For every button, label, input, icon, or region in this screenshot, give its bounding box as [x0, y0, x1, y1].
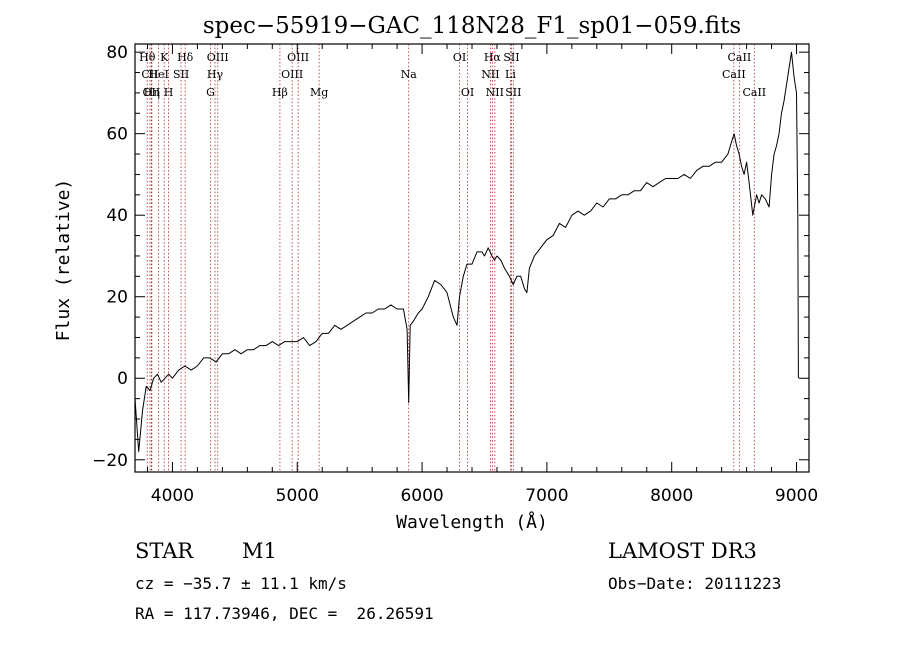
line-label-8: Hδ: [177, 51, 194, 64]
line-label-11: OIII: [207, 51, 229, 64]
line-label-9: G: [206, 86, 215, 99]
line-label-12: Hβ: [272, 86, 288, 99]
line-label-20: Hα: [484, 51, 502, 64]
y-axis-label: Flux (relative): [53, 179, 74, 342]
line-label-25: CaII: [722, 68, 746, 81]
spectrum-line: [134, 51, 799, 453]
plot-frame: [134, 43, 810, 473]
line-label-6: H: [164, 86, 174, 99]
x-tick-label-2: 6000: [400, 486, 443, 506]
line-label-16: Na: [401, 68, 418, 81]
object-subclass: M1: [242, 539, 277, 563]
line-label-21: NII: [486, 86, 504, 99]
line-label-19: NII: [481, 68, 499, 81]
line-label-18: OI: [461, 86, 474, 99]
y-tick-label-0: −20: [92, 451, 128, 471]
line-label-13: OIII: [281, 68, 303, 81]
chart-title: spec−55919−GAC_118N28_F1_sp01−059.fits: [203, 13, 741, 39]
line-label-22: Li: [505, 68, 516, 81]
x-tick-label-4: 8000: [650, 486, 693, 506]
y-tick-label-2: 20: [106, 288, 128, 308]
coordinates: RA = 117.73946, DEC = 26.26591: [135, 604, 434, 623]
y-tick-label-1: 0: [117, 369, 128, 389]
object-class: STAR: [135, 539, 194, 563]
x-tick-label-3: 7000: [525, 486, 568, 506]
line-label-15: Mg: [310, 86, 328, 99]
x-axis-label: Wavelength (Å): [396, 511, 548, 533]
line-label-17: OI: [453, 51, 466, 64]
x-tick-label-5: 9000: [775, 486, 818, 506]
line-label-4: HeI: [148, 68, 168, 81]
line-label-7: SII: [173, 68, 189, 81]
line-label-5: K: [160, 51, 169, 64]
observation-date: Obs−Date: 20111223: [608, 574, 782, 593]
line-label-26: CaII: [728, 51, 752, 64]
y-ticks: −20 0 20 40 60 80: [92, 43, 809, 471]
line-label-24: SII: [505, 86, 521, 99]
line-label-1: CII: [141, 68, 158, 81]
line-label-14: OIII: [287, 51, 309, 64]
redshift-value: cz = −35.7 ± 11.1 km/s: [135, 574, 347, 593]
line-markers: [146, 44, 755, 472]
x-ticks: 4000 5000 6000 7000 8000 9000: [146, 44, 818, 506]
x-tick-label-1: 5000: [276, 486, 319, 506]
line-label-0: Hθ: [139, 51, 156, 64]
x-tick-label-0: 4000: [151, 486, 194, 506]
line-label-23: SII: [503, 51, 519, 64]
y-tick-label-4: 60: [106, 125, 128, 145]
line-label-10: Hγ: [207, 68, 224, 81]
line-label-27: CaII: [742, 86, 766, 99]
survey-name: LAMOST DR3: [608, 539, 757, 563]
y-tick-label-5: 80: [106, 43, 128, 63]
line-label-2: OII: [142, 86, 160, 99]
y-tick-label-3: 40: [106, 206, 128, 226]
line-label-3: Hη: [144, 86, 160, 99]
